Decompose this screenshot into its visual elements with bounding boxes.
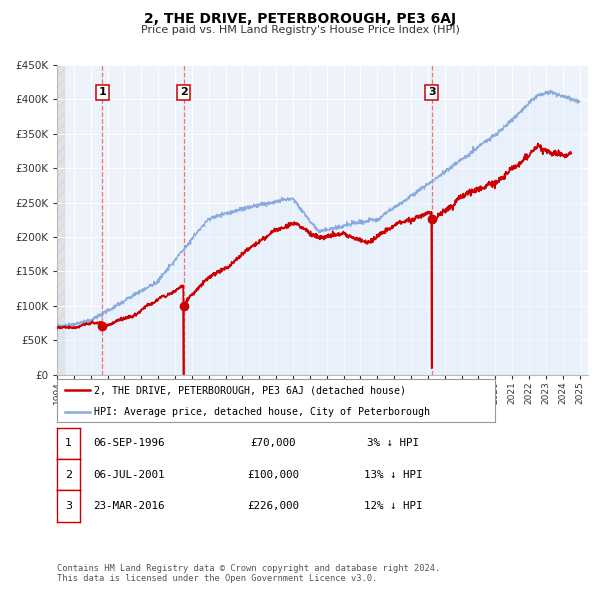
Text: 06-SEP-1996: 06-SEP-1996	[93, 438, 165, 448]
Text: 3: 3	[65, 501, 72, 511]
Text: 1: 1	[98, 87, 106, 97]
Text: 2: 2	[180, 87, 187, 97]
Text: HPI: Average price, detached house, City of Peterborough: HPI: Average price, detached house, City…	[94, 407, 430, 417]
Text: 23-MAR-2016: 23-MAR-2016	[93, 501, 165, 511]
Text: 2, THE DRIVE, PETERBOROUGH, PE3 6AJ (detached house): 2, THE DRIVE, PETERBOROUGH, PE3 6AJ (det…	[94, 385, 406, 395]
Text: Contains HM Land Registry data © Crown copyright and database right 2024.
This d: Contains HM Land Registry data © Crown c…	[57, 563, 440, 583]
Bar	[57, 65, 64, 375]
Text: 2: 2	[65, 470, 72, 480]
Text: 06-JUL-2001: 06-JUL-2001	[93, 470, 165, 480]
Text: 2, THE DRIVE, PETERBOROUGH, PE3 6AJ: 2, THE DRIVE, PETERBOROUGH, PE3 6AJ	[144, 12, 456, 26]
Text: 1: 1	[65, 438, 72, 448]
Text: 12% ↓ HPI: 12% ↓ HPI	[364, 501, 422, 511]
Text: Price paid vs. HM Land Registry's House Price Index (HPI): Price paid vs. HM Land Registry's House …	[140, 25, 460, 35]
Text: £226,000: £226,000	[247, 501, 299, 511]
Text: 3% ↓ HPI: 3% ↓ HPI	[367, 438, 419, 448]
Text: £70,000: £70,000	[250, 438, 296, 448]
Text: £100,000: £100,000	[247, 470, 299, 480]
Text: 13% ↓ HPI: 13% ↓ HPI	[364, 470, 422, 480]
Text: 3: 3	[428, 87, 436, 97]
